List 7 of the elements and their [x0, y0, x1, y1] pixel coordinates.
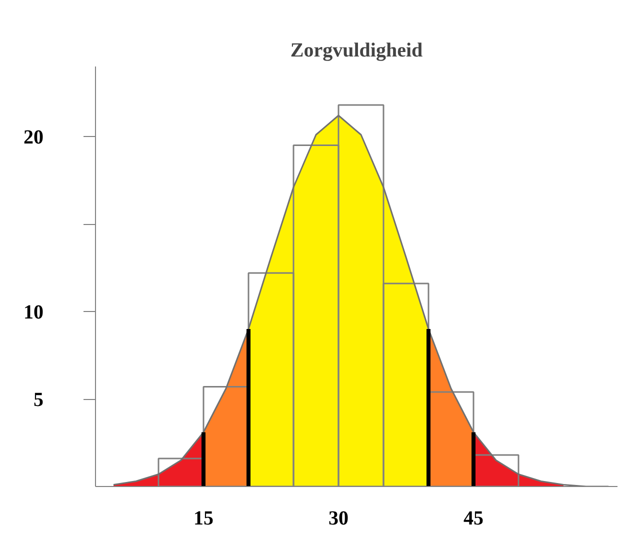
x-tick-label: 15	[194, 508, 214, 530]
y-tick-label: 20	[24, 126, 44, 148]
y-tick-label: 5	[34, 389, 44, 411]
chart-title: Zorgvuldigheid	[290, 40, 423, 62]
x-tick-label: 30	[328, 508, 348, 530]
x-tick-label: 45	[464, 508, 484, 530]
y-tick-label: 10	[24, 302, 44, 324]
